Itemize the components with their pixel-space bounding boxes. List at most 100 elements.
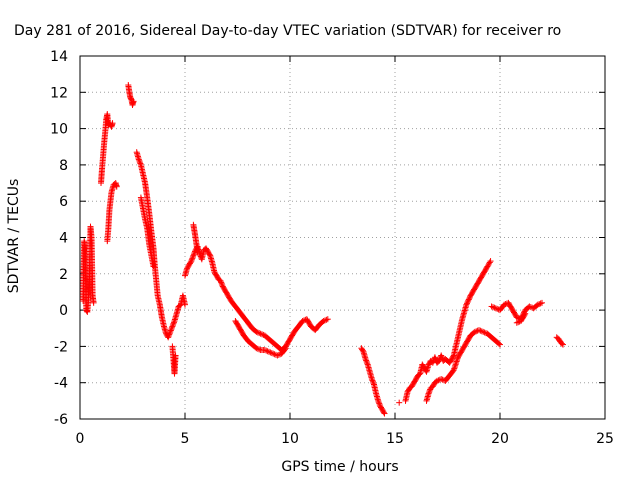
grid [80, 56, 605, 419]
data-point [274, 352, 281, 359]
data-point [256, 346, 263, 353]
data-point [435, 377, 442, 384]
data-point [206, 251, 213, 258]
data-point [169, 322, 176, 329]
data-point [261, 347, 268, 354]
data-point [320, 317, 327, 324]
data-point [466, 295, 473, 302]
data-point [396, 399, 403, 406]
chart-title: Day 281 of 2016, Sidereal Day-to-day VTE… [14, 23, 561, 39]
data-point [558, 340, 565, 347]
data-point [537, 300, 544, 307]
y-tick-label: 0 [59, 303, 68, 319]
data-point [521, 311, 528, 318]
data-point [467, 293, 473, 300]
data-point [218, 280, 225, 287]
x-tick-label: 15 [386, 431, 404, 447]
data-point [488, 303, 495, 310]
data-point [369, 378, 376, 385]
data-point [322, 317, 328, 324]
data-point [188, 256, 195, 263]
data-point [323, 316, 330, 323]
data-point [464, 299, 471, 306]
data-point [136, 159, 143, 166]
plot-frame [79, 55, 606, 420]
data-point [363, 357, 370, 364]
data-point [492, 305, 499, 312]
data-point [259, 331, 265, 338]
y-tick-label: 4 [59, 231, 68, 247]
data-point [513, 314, 520, 321]
data-point [189, 254, 196, 261]
data-point [536, 301, 543, 308]
data-point [189, 255, 196, 262]
data-point [263, 347, 270, 354]
x-tick-label: 0 [76, 431, 85, 447]
data-point [170, 319, 177, 326]
data-point [182, 301, 188, 308]
data-point [426, 387, 433, 394]
data-point [464, 300, 470, 307]
data-point [370, 380, 377, 387]
data-point [438, 352, 445, 359]
data-point [473, 328, 480, 335]
data-point [169, 323, 176, 330]
data-point [449, 368, 456, 375]
data-point [281, 346, 288, 353]
y-tick-label: 10 [50, 122, 68, 138]
data-point [135, 156, 142, 163]
data-point [539, 299, 545, 306]
data-point [481, 329, 488, 336]
data-point [190, 252, 197, 259]
x-axis-label: GPS time / hours [281, 459, 398, 475]
x-tick-label: 10 [281, 431, 299, 447]
data-point [90, 299, 97, 306]
data-point [253, 345, 260, 352]
data-point [170, 320, 177, 327]
data-point [486, 259, 493, 266]
data-point [359, 347, 366, 354]
data-point [266, 348, 272, 355]
data-point [487, 258, 494, 265]
data-point [425, 390, 432, 397]
data-point [495, 340, 502, 347]
data-point [219, 282, 226, 289]
data-point [257, 330, 264, 337]
data-point [271, 351, 278, 358]
data-point [364, 360, 371, 367]
data-point [438, 353, 445, 360]
y-tick-label: 12 [50, 85, 68, 101]
data-point [431, 354, 438, 361]
data-point [109, 120, 116, 127]
data-point [188, 258, 195, 265]
tick-labels: 0 5 10 15 20 25 -6 -4 -2 0 2 4 6 8 10 12 14 [50, 49, 614, 447]
data-point [376, 400, 383, 407]
y-tick-label: 14 [50, 49, 68, 65]
data-point [166, 331, 173, 338]
data-point [130, 98, 137, 105]
data-point [369, 377, 376, 384]
data-point [324, 316, 331, 323]
data-point [375, 399, 382, 406]
data-point [515, 319, 522, 326]
data-point [426, 389, 433, 396]
data-point [167, 328, 174, 335]
data-point [465, 296, 472, 303]
data-point [253, 328, 260, 335]
data-point [376, 401, 383, 408]
data-point [471, 328, 478, 335]
y-tick-label: 6 [59, 194, 68, 210]
y-tick-label: -6 [54, 412, 68, 428]
data-point [478, 328, 485, 335]
data-point [497, 341, 503, 348]
data-point [375, 397, 382, 404]
data-point [165, 332, 172, 339]
data-point [299, 317, 306, 324]
data-point [491, 304, 498, 311]
data-point [268, 350, 275, 357]
data-point [218, 279, 225, 286]
data-point [362, 356, 369, 363]
data-point [275, 351, 282, 358]
data-point [166, 330, 173, 337]
y-tick-label: -4 [54, 376, 68, 392]
